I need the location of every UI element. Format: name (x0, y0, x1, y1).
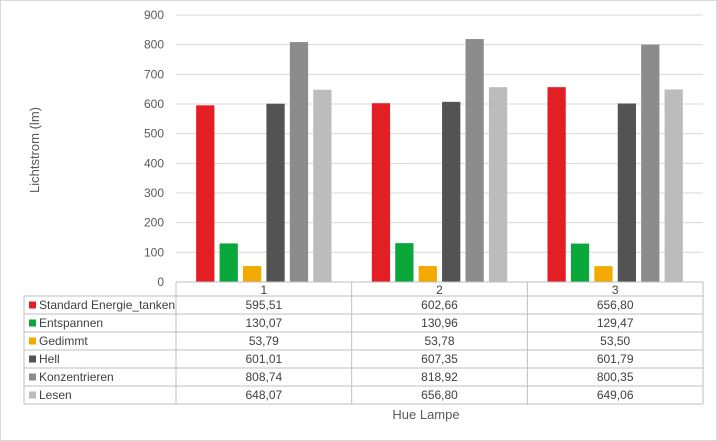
y-tick-label: 0 (157, 275, 164, 289)
legend-key (29, 391, 36, 399)
y-axis-title: Lichtstrom (lm) (27, 107, 42, 193)
table-cell-value: 129,47 (597, 316, 634, 330)
bar-entspannen-2 (395, 243, 414, 282)
y-tick-label: 600 (144, 97, 164, 111)
table-cell-value: 130,96 (421, 316, 458, 330)
data-table: 1 2 3 Standard Energie_tanken 595,51 602,66 65… (23, 281, 704, 405)
legend-label: Konzentrieren (39, 370, 114, 384)
legend-label: Gedimmt (39, 334, 88, 348)
table-cell-value: 649,06 (597, 388, 634, 402)
table-cell-value: 656,80 (597, 298, 634, 312)
bar-konzentrieren-3 (641, 44, 660, 282)
table-cell-value: 800,35 (597, 370, 634, 384)
x-tick-label: 1 (260, 283, 267, 297)
table-cell-value: 601,01 (245, 352, 282, 366)
bar-standard-energie-tanken-1 (196, 105, 215, 282)
table-cell-value: 601,79 (597, 352, 634, 366)
y-tick-label: 300 (144, 186, 164, 200)
table-cell-value: 648,07 (245, 388, 282, 402)
bar-hell-1 (266, 103, 285, 282)
bar-gedimmt-2 (418, 266, 437, 282)
y-tick-label: 400 (144, 156, 164, 170)
legend-label: Entspannen (39, 316, 103, 330)
x-tick-label: 3 (612, 283, 619, 297)
y-tick-label: 700 (144, 67, 164, 81)
bar-konzentrieren-1 (289, 42, 309, 283)
table-cell-value: 602,66 (421, 298, 458, 312)
bar-hell-2 (442, 101, 461, 283)
legend-key (29, 337, 36, 345)
legend-label: Standard Energie_tanken (39, 298, 175, 312)
bar-entspannen-1 (219, 243, 238, 282)
bar-lesen-2 (488, 87, 508, 283)
bar-standard-energie-tanken-2 (371, 103, 391, 282)
legend-key (29, 301, 36, 309)
legend-key (29, 373, 36, 381)
y-tick-label: 100 (144, 245, 164, 259)
bar-entspannen-3 (570, 243, 590, 282)
table-cell-value: 53,79 (249, 334, 279, 348)
legend-label: Lesen (39, 388, 72, 402)
table-cell-value: 53,78 (424, 334, 454, 348)
table-cell-value: 53,50 (600, 334, 630, 348)
bar-lesen-3 (664, 89, 683, 283)
legend-label: Hell (39, 352, 60, 366)
table-cell-value: 656,80 (421, 388, 458, 402)
bar-lesen-1 (313, 89, 332, 283)
legend-key (29, 319, 36, 327)
y-tick-label: 500 (144, 127, 164, 141)
y-tick-label: 900 (144, 8, 164, 22)
bar-gedimmt-3 (594, 266, 613, 282)
y-tick-label: 200 (144, 216, 164, 230)
bar-hell-3 (617, 103, 637, 282)
y-axis-ticks: 0 100 200 300 400 500 600 700 800 900 (144, 8, 164, 289)
bar-konzentrieren-2 (465, 39, 484, 282)
table-cell-value: 595,51 (245, 298, 282, 312)
bar-gedimmt-1 (242, 266, 262, 282)
x-tick-label: 2 (436, 283, 443, 297)
legend-key (29, 355, 36, 363)
bar-standard-energie-tanken-3 (547, 87, 566, 283)
table-cell-value: 130,07 (245, 316, 282, 330)
table-cell-value: 607,35 (421, 352, 458, 366)
table-cell-value: 808,74 (245, 370, 282, 384)
bars (196, 39, 683, 283)
x-axis-title: Hue Lampe (392, 407, 459, 422)
table-cell-value: 818,92 (421, 370, 458, 384)
y-tick-label: 800 (144, 38, 164, 52)
